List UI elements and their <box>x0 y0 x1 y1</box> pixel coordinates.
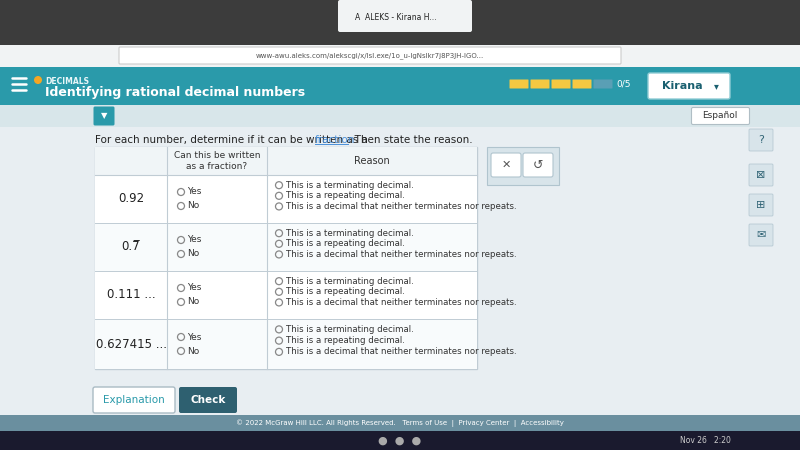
FancyBboxPatch shape <box>573 80 591 89</box>
FancyBboxPatch shape <box>749 194 773 216</box>
Text: ✕: ✕ <box>502 160 510 170</box>
Text: This is a terminating decimal.: This is a terminating decimal. <box>286 181 414 190</box>
Text: This is a terminating decimal.: This is a terminating decimal. <box>286 229 414 238</box>
Text: Yes: Yes <box>187 188 202 197</box>
Bar <box>95 319 477 369</box>
Text: ●  ●  ●: ● ● ● <box>378 436 422 446</box>
FancyBboxPatch shape <box>94 107 114 126</box>
Text: A  ALEKS - Kirana H...: A ALEKS - Kirana H... <box>355 13 437 22</box>
Text: Yes: Yes <box>187 333 202 342</box>
Text: Yes: Yes <box>187 235 202 244</box>
Text: For each number, determine if it can be written as a: For each number, determine if it can be … <box>95 135 371 145</box>
Text: ⊞: ⊞ <box>756 200 766 210</box>
Text: 0/5: 0/5 <box>616 80 630 89</box>
Text: Reason: Reason <box>354 156 390 166</box>
Bar <box>0 431 800 450</box>
FancyBboxPatch shape <box>530 80 550 89</box>
Text: Check: Check <box>190 395 226 405</box>
Text: . Then state the reason.: . Then state the reason. <box>348 135 473 145</box>
Bar <box>487 147 559 185</box>
Bar <box>0 67 800 450</box>
Text: No: No <box>187 346 200 356</box>
Text: No: No <box>187 249 200 258</box>
Bar <box>95 271 477 319</box>
Text: Explanation: Explanation <box>103 395 165 405</box>
Text: This is a terminating decimal.: This is a terminating decimal. <box>286 277 414 286</box>
Circle shape <box>34 76 42 84</box>
FancyBboxPatch shape <box>749 129 773 151</box>
FancyBboxPatch shape <box>523 153 553 177</box>
Bar <box>95 147 477 175</box>
Text: No: No <box>187 202 200 211</box>
Text: This is a decimal that neither terminates nor repeats.: This is a decimal that neither terminate… <box>286 298 516 307</box>
Bar <box>95 223 477 271</box>
Bar <box>0 105 800 127</box>
Text: Español: Español <box>702 112 738 121</box>
Text: Yes: Yes <box>187 284 202 292</box>
Text: This is a repeating decimal.: This is a repeating decimal. <box>286 287 404 296</box>
Text: ▼: ▼ <box>101 112 107 121</box>
FancyBboxPatch shape <box>338 0 472 32</box>
Text: 0.627415 ...: 0.627415 ... <box>95 338 166 351</box>
Text: Kirana: Kirana <box>662 81 702 91</box>
Text: This is a decimal that neither terminates nor repeats.: This is a decimal that neither terminate… <box>286 347 516 356</box>
FancyBboxPatch shape <box>510 80 529 89</box>
FancyBboxPatch shape <box>594 80 613 89</box>
Text: ▾: ▾ <box>714 81 718 91</box>
Text: © 2022 McGraw Hill LLC. All Rights Reserved.   Terms of Use  |  Privacy Center  : © 2022 McGraw Hill LLC. All Rights Reser… <box>236 419 564 427</box>
Bar <box>0 415 800 431</box>
Text: DECIMALS: DECIMALS <box>45 77 89 86</box>
FancyBboxPatch shape <box>648 73 730 99</box>
Text: ?: ? <box>758 135 764 145</box>
Text: ⊠: ⊠ <box>756 170 766 180</box>
Bar <box>0 67 800 105</box>
FancyBboxPatch shape <box>119 47 621 64</box>
Text: ↺: ↺ <box>533 158 543 171</box>
Text: www-awu.aleks.com/alekscgi/x/lsl.exe/1o_u-lgNslkr7j8P3JH-lGO...: www-awu.aleks.com/alekscgi/x/lsl.exe/1o_… <box>256 52 484 59</box>
Text: This is a repeating decimal.: This is a repeating decimal. <box>286 239 404 248</box>
Text: Nov 26   2:20: Nov 26 2:20 <box>680 436 731 445</box>
Bar <box>95 175 477 223</box>
Text: This is a decimal that neither terminates nor repeats.: This is a decimal that neither terminate… <box>286 202 516 211</box>
Text: 0.92: 0.92 <box>118 193 144 206</box>
Text: No: No <box>187 297 200 306</box>
Text: 0.111 ...: 0.111 ... <box>106 288 155 302</box>
FancyBboxPatch shape <box>691 108 750 125</box>
Bar <box>95 147 477 369</box>
Text: ✉: ✉ <box>756 230 766 240</box>
FancyBboxPatch shape <box>749 224 773 246</box>
Text: This is a repeating decimal.: This is a repeating decimal. <box>286 336 404 345</box>
Text: This is a repeating decimal.: This is a repeating decimal. <box>286 191 404 200</box>
FancyBboxPatch shape <box>179 387 237 413</box>
Text: fraction: fraction <box>315 135 355 145</box>
FancyBboxPatch shape <box>551 80 570 89</box>
Text: This is a decimal that neither terminates nor repeats.: This is a decimal that neither terminate… <box>286 250 516 259</box>
FancyBboxPatch shape <box>93 387 175 413</box>
Text: Identifying rational decimal numbers: Identifying rational decimal numbers <box>45 86 305 99</box>
Text: Can this be written
as a fraction?: Can this be written as a fraction? <box>174 151 260 171</box>
Bar <box>0 0 800 45</box>
FancyBboxPatch shape <box>491 153 521 177</box>
Text: 0.7̅: 0.7̅ <box>122 240 140 253</box>
FancyBboxPatch shape <box>749 164 773 186</box>
Bar <box>0 45 800 67</box>
Text: This is a terminating decimal.: This is a terminating decimal. <box>286 325 414 334</box>
